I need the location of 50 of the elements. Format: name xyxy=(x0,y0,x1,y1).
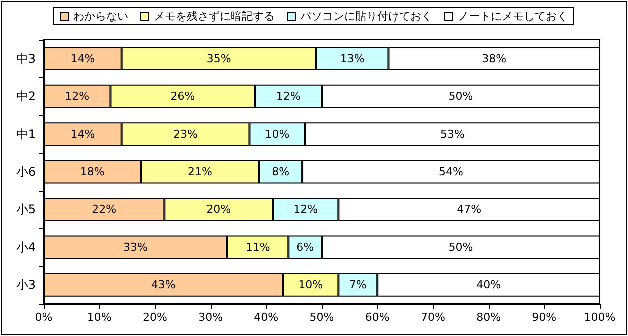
y-tick-label: 中3 xyxy=(16,52,36,66)
data-label: 8% xyxy=(272,166,290,178)
data-label: 10% xyxy=(265,128,290,141)
y-tick-label: 小4 xyxy=(16,240,36,254)
x-tick-label: 70% xyxy=(420,311,446,324)
data-label: 47% xyxy=(457,203,482,216)
x-tick-label: 50% xyxy=(310,311,334,324)
y-tick-label: 中1 xyxy=(16,127,36,142)
data-label: 14% xyxy=(70,128,96,141)
data-label: 33% xyxy=(124,240,148,254)
data-label: 53% xyxy=(440,128,465,141)
x-tick-label: 0% xyxy=(35,311,53,324)
data-label: 12% xyxy=(294,203,318,216)
data-label: 40% xyxy=(476,278,502,292)
x-tick-label: 40% xyxy=(254,311,279,324)
data-label: 12% xyxy=(276,90,301,104)
y-tick-label: 小5 xyxy=(16,202,36,217)
data-label: 14% xyxy=(70,52,96,66)
x-tick-label: 100% xyxy=(584,311,616,324)
legend-label: パソコンに貼り付けておく xyxy=(300,10,432,23)
x-tick-label: 20% xyxy=(142,311,168,324)
x-tick-label: 30% xyxy=(198,311,224,324)
data-label: 50% xyxy=(448,90,474,104)
data-label: 26% xyxy=(170,90,196,104)
data-label: 13% xyxy=(340,52,365,66)
y-tick-label: 小3 xyxy=(16,278,36,292)
x-tick-label: 90% xyxy=(532,311,557,324)
data-label: 7% xyxy=(349,278,367,292)
data-label: 54% xyxy=(439,166,464,178)
x-tick-label: 80% xyxy=(476,311,502,324)
x-tick-label: 60% xyxy=(365,311,390,324)
data-label: 43% xyxy=(151,278,176,292)
data-label: 21% xyxy=(188,166,212,178)
data-label: 50% xyxy=(448,240,474,254)
legend-label: ノートにメモしておく xyxy=(458,10,568,23)
data-label: 6% xyxy=(296,240,314,254)
data-label: 35% xyxy=(206,52,232,66)
legend-label: わからない xyxy=(74,10,128,23)
data-label: 23% xyxy=(174,128,198,141)
data-label: 38% xyxy=(482,52,507,66)
data-label: 20% xyxy=(206,203,232,216)
data-label: 22% xyxy=(92,203,117,216)
y-tick-label: 小6 xyxy=(16,165,36,179)
data-label: 12% xyxy=(65,90,90,104)
data-label: 18% xyxy=(80,166,105,178)
legend-label: メモを残さずに暗記する xyxy=(154,10,275,23)
data-label: 11% xyxy=(246,240,270,254)
data-label: 10% xyxy=(298,278,324,292)
x-tick-label: 10% xyxy=(87,311,112,324)
y-tick-label: 中2 xyxy=(16,90,36,104)
